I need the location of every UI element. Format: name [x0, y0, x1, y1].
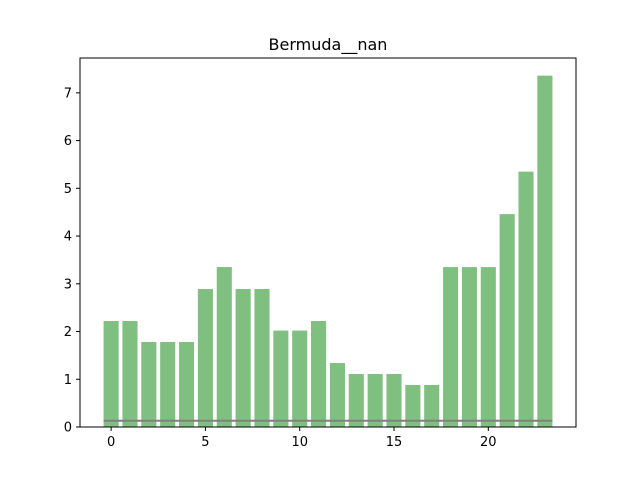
bar — [160, 342, 176, 427]
bar — [405, 384, 421, 427]
y-tick-label: 4 — [64, 230, 72, 245]
x-tick-label: 5 — [201, 435, 209, 450]
x-tick-label: 0 — [107, 435, 115, 450]
bar — [179, 342, 195, 427]
bar — [424, 384, 440, 427]
bar — [480, 267, 496, 427]
y-tick-label: 3 — [64, 277, 72, 292]
bar — [518, 171, 534, 427]
bar — [235, 289, 251, 427]
y-tick-label: 2 — [64, 325, 72, 340]
bar — [461, 267, 477, 427]
bar — [443, 267, 459, 427]
bar — [367, 374, 383, 427]
bar — [348, 374, 364, 427]
y-tick-label: 0 — [64, 421, 72, 436]
bar — [216, 267, 232, 427]
bar — [329, 363, 345, 427]
chart-title: Bermuda__nan — [269, 35, 388, 55]
plot-frame — [79, 57, 577, 428]
y-axis-ticks: 0 1 2 3 4 5 6 7 — [64, 86, 80, 436]
y-tick-label: 7 — [64, 86, 72, 101]
y-tick-label: 6 — [64, 134, 72, 149]
y-tick-label: 5 — [64, 182, 72, 197]
bar — [499, 214, 515, 427]
x-tick-label: 10 — [291, 435, 308, 450]
bar — [292, 330, 308, 427]
bar — [537, 75, 553, 427]
bar — [311, 321, 327, 427]
bar — [103, 321, 119, 427]
bar — [197, 289, 213, 427]
x-tick-label: 20 — [480, 435, 497, 450]
bar — [273, 330, 289, 427]
y-tick-label: 1 — [64, 373, 72, 388]
bar — [386, 374, 402, 427]
x-axis-ticks: 0 5 10 15 20 — [107, 427, 497, 450]
bar — [141, 342, 157, 427]
bar — [254, 289, 270, 427]
bar — [122, 321, 138, 427]
x-tick-label: 15 — [386, 435, 403, 450]
bars-group — [103, 75, 553, 427]
